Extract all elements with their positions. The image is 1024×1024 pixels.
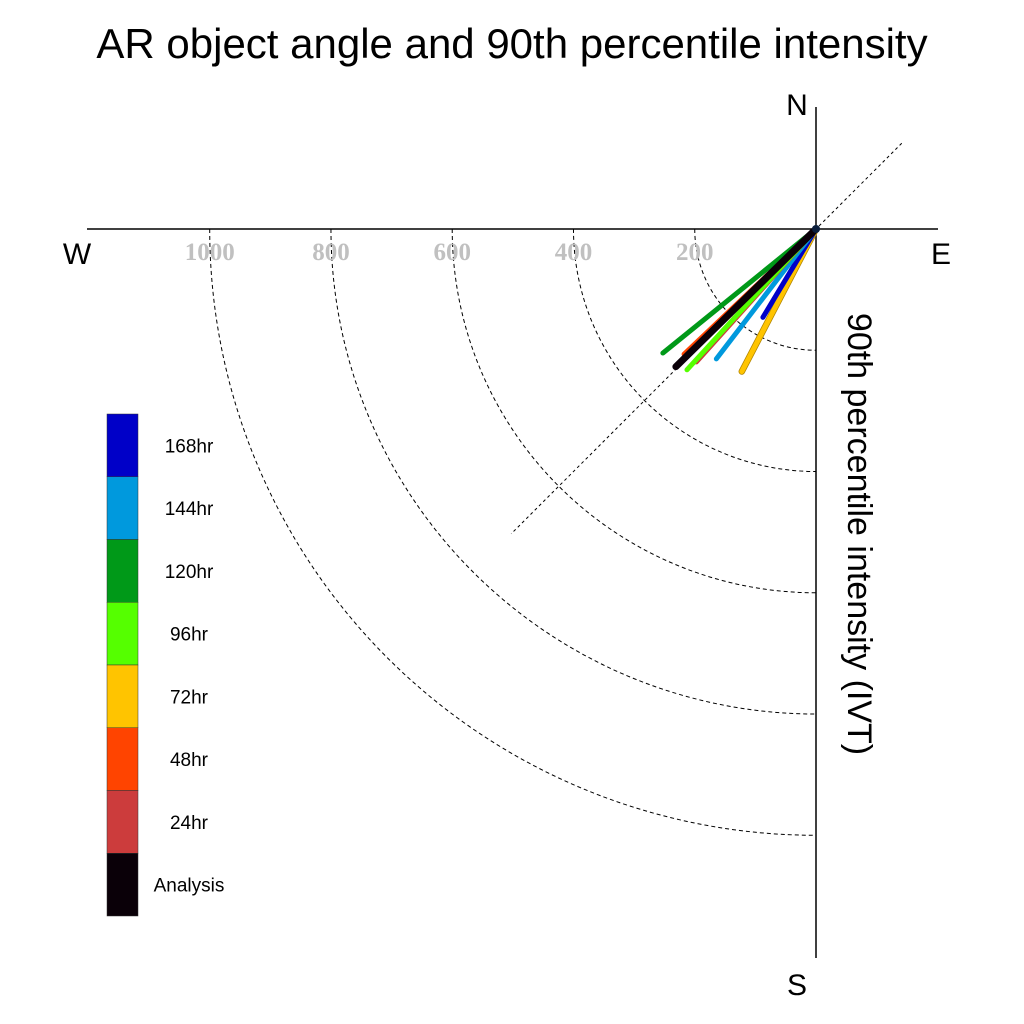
grid-arc-1000 [209, 228, 817, 836]
tick-label-1000: 1000 [185, 239, 235, 266]
radial-tick-labels: 200 400 600 800 1000 [185, 239, 714, 266]
chart-axes [87, 107, 938, 958]
compass-west-label: W [63, 238, 92, 271]
series-line-Analysis [672, 225, 820, 371]
legend-label-24hr: 24hr [170, 813, 209, 834]
legend-label-Analysis: Analysis [154, 876, 225, 897]
compass-east-label: E [931, 238, 951, 271]
legend-swatch-Analysis [106, 853, 139, 917]
legend-swatch-168hr [106, 413, 139, 477]
chart-series [660, 225, 820, 375]
tick-label-400: 400 [555, 239, 593, 266]
legend-label-72hr: 72hr [170, 687, 209, 708]
legend-label-120hr: 120hr [165, 562, 214, 583]
tick-label-200: 200 [676, 239, 714, 266]
legend-swatch-144hr [106, 476, 139, 540]
tick-label-800: 800 [312, 239, 350, 266]
legend-swatch-72hr [106, 664, 139, 728]
chart-legend: 168hr 144hr 120hr 96hr 72hr 48hr 24hr Analysis [106, 413, 225, 917]
chart-title: AR object angle and 90th percentile inte… [96, 20, 927, 67]
radial-axis-label: 90th percentile intensity (IVT) [840, 313, 878, 755]
grid-arc-600 [451, 228, 817, 594]
grid-arc-800 [330, 228, 817, 715]
legend-label-144hr: 144hr [165, 499, 214, 520]
legend-swatch-24hr [106, 790, 139, 854]
legend-label-48hr: 48hr [170, 750, 209, 771]
legend-swatch-48hr [106, 727, 139, 791]
grid-arc-400 [572, 228, 817, 473]
legend-swatch-120hr [106, 539, 139, 603]
legend-label-96hr: 96hr [170, 625, 209, 646]
compass-north-label: N [786, 89, 808, 122]
grid-arc-200 [694, 228, 817, 351]
legend-label-168hr: 168hr [165, 436, 214, 457]
compass-south-label: S [787, 969, 807, 1002]
pole-marker [812, 225, 820, 233]
tick-label-600: 600 [433, 239, 471, 266]
legend-swatch-96hr [106, 602, 139, 666]
